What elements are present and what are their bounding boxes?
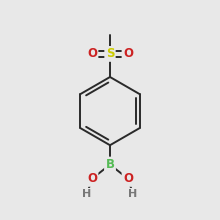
Text: O: O — [87, 47, 97, 60]
Text: H: H — [128, 189, 138, 199]
Text: O: O — [123, 47, 133, 60]
Text: B: B — [106, 158, 114, 171]
Text: O: O — [87, 172, 97, 185]
Text: S: S — [106, 47, 114, 60]
Text: O: O — [123, 172, 133, 185]
Text: H: H — [82, 189, 92, 199]
